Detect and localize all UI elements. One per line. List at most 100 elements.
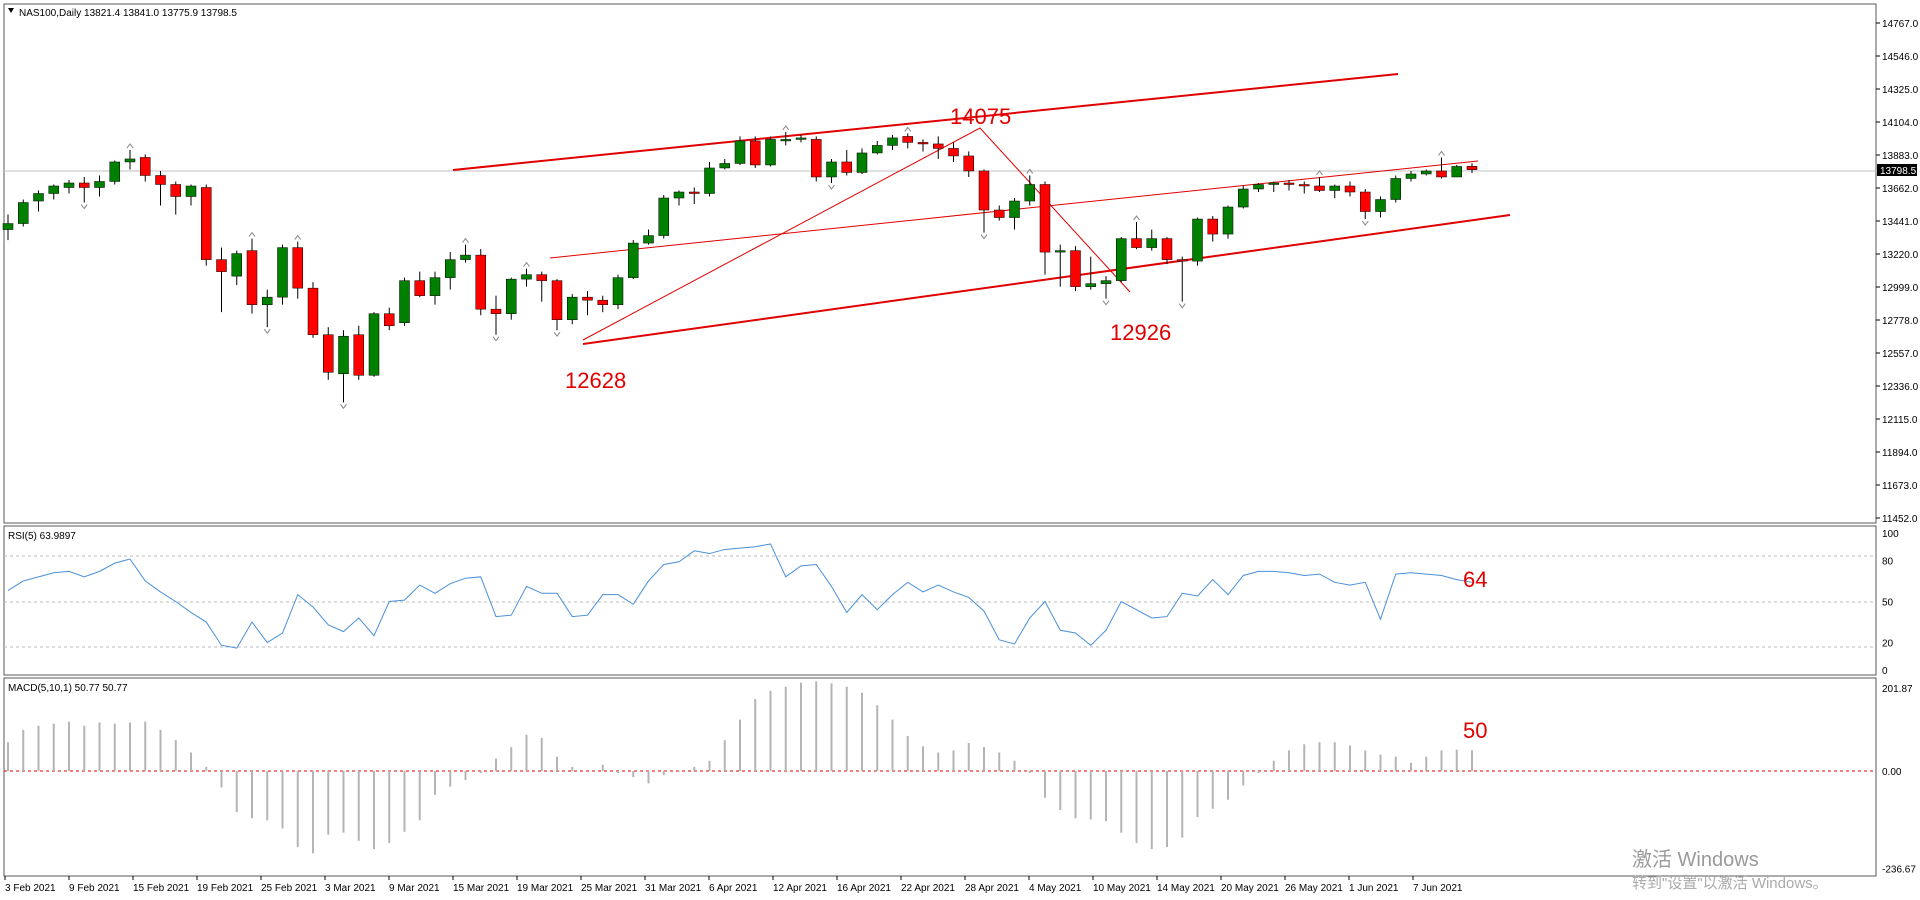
candle-body[interactable] — [124, 158, 136, 163]
candle-body[interactable] — [201, 187, 212, 260]
candle-body[interactable] — [963, 155, 974, 172]
candle-body[interactable] — [1100, 280, 1112, 284]
candle-body[interactable] — [780, 139, 791, 142]
candle-body[interactable] — [307, 287, 319, 335]
candle-body[interactable] — [765, 139, 776, 166]
candle-body[interactable] — [1177, 259, 1188, 262]
lower-channel-line[interactable] — [582, 214, 1511, 345]
candle-body[interactable] — [841, 161, 852, 173]
candle-body[interactable] — [1283, 182, 1295, 185]
candle-body[interactable] — [48, 185, 59, 194]
candle-body[interactable] — [292, 247, 303, 289]
candle-body[interactable] — [811, 139, 822, 178]
candle-body[interactable] — [643, 235, 654, 244]
candle-body[interactable] — [567, 296, 578, 320]
candle-body[interactable] — [445, 259, 456, 278]
candle-body[interactable] — [429, 277, 441, 296]
candle-body[interactable] — [338, 335, 349, 375]
candle-body[interactable] — [1329, 185, 1340, 191]
candle-body[interactable] — [612, 277, 624, 305]
candle-body[interactable] — [155, 175, 166, 185]
candle-body[interactable] — [994, 209, 1005, 218]
candle-body[interactable] — [140, 157, 151, 176]
candle-body[interactable] — [1024, 184, 1035, 202]
candle-body[interactable] — [521, 274, 532, 280]
candle-body[interactable] — [673, 191, 685, 199]
candle-body[interactable] — [551, 280, 563, 320]
candle-body[interactable] — [1299, 184, 1310, 187]
candle-body[interactable] — [658, 197, 669, 236]
candle-body[interactable] — [734, 140, 746, 164]
candle-body[interactable] — [1253, 184, 1264, 190]
candle-body[interactable] — [1039, 184, 1051, 253]
candle-body[interactable] — [384, 313, 395, 326]
candle-body[interactable] — [79, 182, 90, 188]
candle-body[interactable] — [1070, 250, 1081, 287]
candle-body[interactable] — [1131, 238, 1142, 248]
macd-panel[interactable] — [3, 677, 1877, 877]
candle-body[interactable] — [33, 193, 44, 202]
candle-body[interactable] — [826, 161, 837, 178]
candle-body[interactable] — [795, 137, 807, 140]
candle-body[interactable] — [1161, 238, 1173, 260]
candle-body[interactable] — [185, 185, 197, 197]
candle-body[interactable] — [1085, 283, 1096, 287]
candle-body[interactable] — [1207, 218, 1218, 235]
candle-body[interactable] — [1268, 182, 1279, 185]
candle-body[interactable] — [490, 308, 502, 314]
candle-body[interactable] — [353, 334, 364, 376]
candle-body[interactable] — [109, 161, 120, 182]
candle-body[interactable] — [1009, 200, 1020, 218]
candle-body[interactable] — [978, 170, 990, 211]
candle-body[interactable] — [1451, 166, 1462, 178]
candle-body[interactable] — [1405, 173, 1417, 179]
candle-body[interactable] — [1055, 250, 1066, 253]
candle-body[interactable] — [597, 299, 608, 305]
candle-body[interactable] — [1192, 218, 1203, 262]
candle-body[interactable] — [1146, 238, 1157, 248]
candle-body[interactable] — [1360, 191, 1371, 212]
price-panel[interactable] — [3, 3, 1877, 524]
candle-body[interactable] — [628, 242, 639, 278]
candle-body[interactable] — [1116, 238, 1127, 281]
candle-body[interactable] — [719, 163, 730, 169]
candle-body[interactable] — [506, 278, 517, 314]
candle-body[interactable] — [2, 223, 14, 230]
candle-body[interactable] — [414, 280, 425, 296]
candle-body[interactable] — [917, 142, 929, 145]
candle-body[interactable] — [399, 280, 410, 323]
collapse-triangle-icon[interactable] — [8, 8, 14, 13]
candle-body[interactable] — [262, 296, 273, 305]
candle-body[interactable] — [277, 247, 288, 298]
candle-body[interactable] — [689, 191, 700, 194]
candle-body[interactable] — [1421, 170, 1432, 175]
candle-body[interactable] — [704, 167, 715, 194]
candle-body[interactable] — [246, 250, 258, 305]
candle-body[interactable] — [933, 143, 944, 149]
candle-body[interactable] — [94, 181, 105, 188]
candle-body[interactable] — [536, 274, 547, 281]
candle-body[interactable] — [1375, 199, 1386, 212]
candle-body[interactable] — [1238, 188, 1249, 208]
candle-body[interactable] — [582, 296, 593, 301]
candle-body[interactable] — [1344, 185, 1356, 193]
candle-body[interactable] — [170, 184, 181, 197]
candle-body[interactable] — [902, 136, 913, 143]
candle-body[interactable] — [872, 145, 883, 154]
candle-body[interactable] — [1390, 178, 1401, 200]
upper-channel-line[interactable] — [452, 73, 1399, 171]
candle-body[interactable] — [63, 182, 75, 188]
candle-body[interactable] — [18, 202, 29, 224]
rsi-panel[interactable] — [3, 525, 1877, 676]
candle-body[interactable] — [1466, 166, 1478, 170]
candle-body[interactable] — [1222, 206, 1234, 235]
candle-body[interactable] — [1436, 170, 1447, 178]
candle-body[interactable] — [323, 334, 334, 373]
candle-body[interactable] — [231, 253, 242, 277]
candle-body[interactable] — [856, 152, 868, 173]
candle-body[interactable] — [368, 313, 380, 376]
candle-body[interactable] — [750, 140, 761, 166]
zigzag-line[interactable] — [582, 127, 1131, 341]
candle-body[interactable] — [1314, 185, 1325, 191]
candle-body[interactable] — [216, 259, 227, 272]
